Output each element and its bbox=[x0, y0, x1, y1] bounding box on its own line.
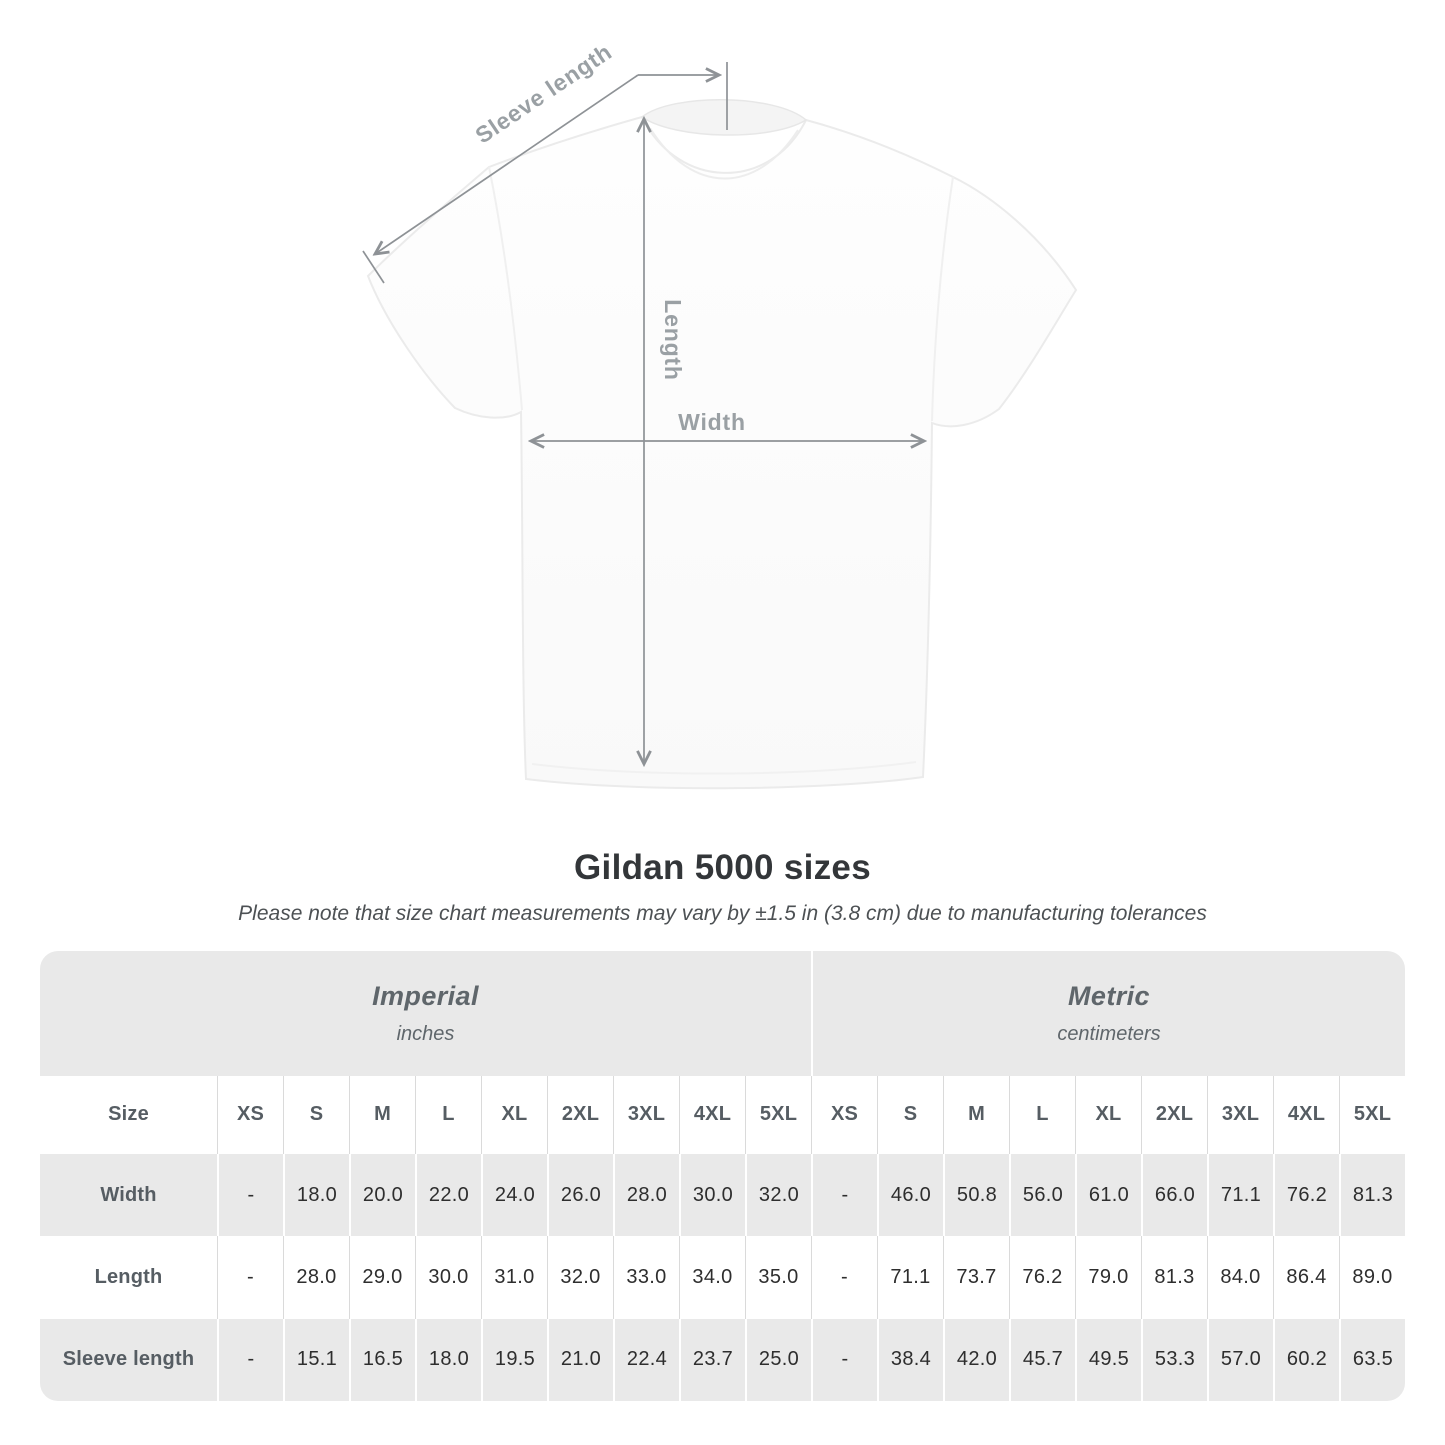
size-col-header: XL bbox=[1075, 1075, 1141, 1154]
tshirt-illustration bbox=[366, 99, 1078, 790]
size-col-header: S bbox=[877, 1075, 943, 1154]
table-cell: 76.2 bbox=[1009, 1236, 1075, 1319]
table-cell: - bbox=[217, 1318, 283, 1401]
table-cell: - bbox=[217, 1153, 283, 1237]
table-cell: - bbox=[811, 1153, 877, 1237]
row-label: Length bbox=[40, 1236, 217, 1319]
size-col-header: S bbox=[283, 1075, 349, 1154]
table-cell: 18.0 bbox=[283, 1153, 349, 1237]
table-cell: 61.0 bbox=[1075, 1153, 1141, 1237]
size-col-header: 4XL bbox=[1273, 1075, 1339, 1154]
size-col-header: L bbox=[415, 1075, 481, 1154]
row-label: Sleeve length bbox=[40, 1318, 217, 1401]
table-cell: 86.4 bbox=[1273, 1236, 1339, 1319]
page-subtitle: Please note that size chart measurements… bbox=[238, 902, 1207, 925]
unit-group-row: Imperial inches Metric centimeters bbox=[40, 951, 1405, 1076]
table-cell: 84.0 bbox=[1207, 1236, 1273, 1319]
table-cell: 34.0 bbox=[679, 1236, 745, 1319]
table-cell: 24.0 bbox=[481, 1153, 547, 1237]
tshirt-measurement-diagram: Sleeve length Length Width bbox=[362, 38, 1078, 790]
table-cell: 50.8 bbox=[943, 1153, 1009, 1237]
title-block: Gildan 5000 sizes Please note that size … bbox=[0, 848, 1445, 926]
table-cell: 60.2 bbox=[1273, 1318, 1339, 1401]
table-cell: 31.0 bbox=[481, 1236, 547, 1319]
table-cell: 32.0 bbox=[745, 1153, 811, 1237]
size-col-header: 3XL bbox=[1207, 1075, 1273, 1154]
sleeve-length-row: Sleeve length - 15.1 16.5 18.0 19.5 21.0… bbox=[40, 1318, 1405, 1401]
imperial-name: Imperial bbox=[372, 980, 479, 1011]
page-title: Gildan 5000 sizes bbox=[574, 848, 871, 887]
size-col-header: 3XL bbox=[613, 1075, 679, 1154]
table-cell: 30.0 bbox=[679, 1153, 745, 1237]
imperial-header: Imperial inches bbox=[40, 951, 811, 1076]
metric-unit: centimeters bbox=[1057, 1022, 1161, 1045]
metric-name: Metric bbox=[1068, 980, 1150, 1011]
size-col-header: 5XL bbox=[745, 1075, 811, 1154]
size-col-header: 2XL bbox=[1141, 1075, 1207, 1154]
size-table: Imperial inches Metric centimeters Size … bbox=[40, 951, 1405, 1401]
size-col-header: XS bbox=[811, 1075, 877, 1154]
table-cell: 23.7 bbox=[679, 1318, 745, 1401]
length-label: Length bbox=[660, 299, 686, 380]
size-col-header: 4XL bbox=[679, 1075, 745, 1154]
size-col-header: XL bbox=[481, 1075, 547, 1154]
table-cell: 76.2 bbox=[1273, 1153, 1339, 1237]
table-cell: 56.0 bbox=[1009, 1153, 1075, 1237]
table-cell: 18.0 bbox=[415, 1318, 481, 1401]
table-cell: 22.4 bbox=[613, 1318, 679, 1401]
table-cell: - bbox=[217, 1236, 283, 1319]
table-cell: 35.0 bbox=[745, 1236, 811, 1319]
width-label: Width bbox=[678, 409, 746, 435]
table-cell: 25.0 bbox=[745, 1318, 811, 1401]
table-cell: 38.4 bbox=[877, 1318, 943, 1401]
table-cell: - bbox=[811, 1236, 877, 1319]
table-cell: 46.0 bbox=[877, 1153, 943, 1237]
size-col-header: M bbox=[943, 1075, 1009, 1154]
table-cell: 66.0 bbox=[1141, 1153, 1207, 1237]
table-cell: 89.0 bbox=[1339, 1236, 1405, 1319]
table-cell: 53.3 bbox=[1141, 1318, 1207, 1401]
table-cell: 20.0 bbox=[349, 1153, 415, 1237]
width-arrow: Width bbox=[531, 409, 924, 441]
table-cell: 63.5 bbox=[1339, 1318, 1405, 1401]
table-cell: 42.0 bbox=[943, 1318, 1009, 1401]
table-cell: 73.7 bbox=[943, 1236, 1009, 1319]
table-cell: 57.0 bbox=[1207, 1318, 1273, 1401]
table-cell: 49.5 bbox=[1075, 1318, 1141, 1401]
table-cell: 29.0 bbox=[349, 1236, 415, 1319]
table-cell: 16.5 bbox=[349, 1318, 415, 1401]
table-cell: 26.0 bbox=[547, 1153, 613, 1237]
size-col-header: 2XL bbox=[547, 1075, 613, 1154]
length-row: Length - 28.0 29.0 30.0 31.0 32.0 33.0 3… bbox=[40, 1236, 1405, 1319]
table-cell: 45.7 bbox=[1009, 1318, 1075, 1401]
table-cell: 22.0 bbox=[415, 1153, 481, 1237]
table-cell: 33.0 bbox=[613, 1236, 679, 1319]
table-cell: 19.5 bbox=[481, 1318, 547, 1401]
table-cell: 71.1 bbox=[1207, 1153, 1273, 1237]
table-cell: 32.0 bbox=[547, 1236, 613, 1319]
row-label: Width bbox=[40, 1153, 217, 1237]
imperial-unit: inches bbox=[396, 1022, 455, 1045]
metric-header: Metric centimeters bbox=[811, 951, 1405, 1076]
size-row-label: Size bbox=[40, 1075, 217, 1154]
length-arrow: Length bbox=[644, 119, 686, 764]
size-col-header: M bbox=[349, 1075, 415, 1154]
size-col-header: XS bbox=[217, 1075, 283, 1154]
table-cell: 79.0 bbox=[1075, 1236, 1141, 1319]
table-cell: 81.3 bbox=[1339, 1153, 1405, 1237]
table-cell: 28.0 bbox=[613, 1153, 679, 1237]
size-col-header: 5XL bbox=[1339, 1075, 1405, 1154]
table-cell: 28.0 bbox=[283, 1236, 349, 1319]
table-cell: 21.0 bbox=[547, 1318, 613, 1401]
size-col-header: L bbox=[1009, 1075, 1075, 1154]
table-cell: 30.0 bbox=[415, 1236, 481, 1319]
table-cell: 71.1 bbox=[877, 1236, 943, 1319]
table-cell: - bbox=[811, 1318, 877, 1401]
table-cell: 15.1 bbox=[283, 1318, 349, 1401]
width-row: Width - 18.0 20.0 22.0 24.0 26.0 28.0 30… bbox=[40, 1153, 1405, 1237]
collar bbox=[640, 99, 808, 136]
size-header-row: Size XS S M L XL 2XL 3XL 4XL 5XL XS S M … bbox=[40, 1075, 1405, 1154]
table-cell: 81.3 bbox=[1141, 1236, 1207, 1319]
